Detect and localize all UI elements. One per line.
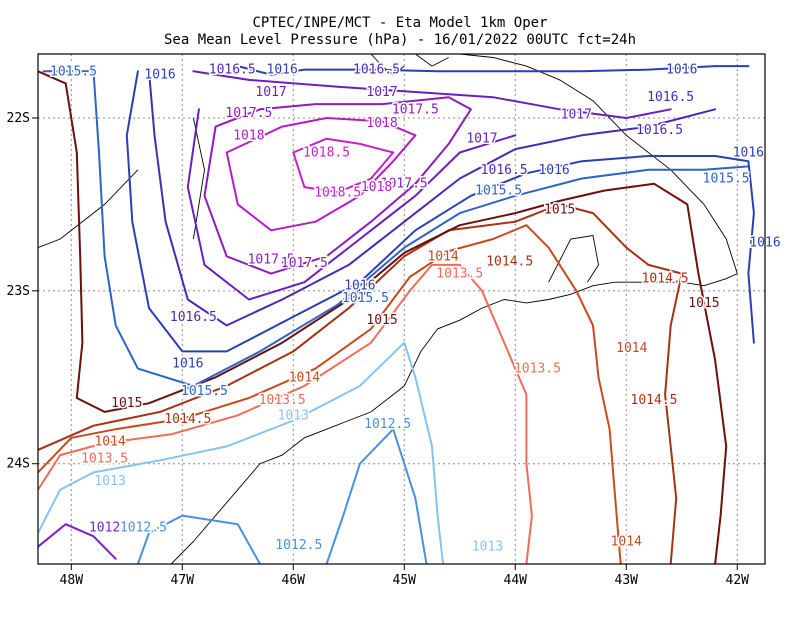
isobar-label-14-0: 1017.5 xyxy=(225,106,272,121)
isobar-label-11-4: 1016.5 xyxy=(647,90,694,105)
axes-ticks: 48W 47W 46W 45W 44W 43W 42W 22S 23S 24S xyxy=(7,111,750,588)
isobar-1014-5-6 xyxy=(38,203,683,564)
isobar-label-13-0: 1017 xyxy=(466,132,497,147)
coastline-7 xyxy=(192,117,205,240)
isobar-label-5-2: 1014 xyxy=(427,249,458,264)
isobar-label-11-2: 1016.5 xyxy=(170,310,217,325)
isobar-1015-5-8 xyxy=(42,70,750,387)
isobar-label-6-0: 1014.5 xyxy=(164,412,211,427)
coastline-2 xyxy=(403,273,738,387)
chart-title-line-1: CPTEC/INPE/MCT - Eta Model 1km Oper xyxy=(252,15,547,31)
isobar-1016-9 xyxy=(125,70,755,353)
y-tick-label-2: 24S xyxy=(7,457,30,472)
isobar-1014-5 xyxy=(38,224,622,564)
isobar-label-12-2: 1017 xyxy=(561,108,592,123)
isobar-label-9-3: 1016 xyxy=(538,163,569,178)
grid-lines xyxy=(38,54,765,564)
isobar-label-16-0: 1018.5 xyxy=(303,146,350,161)
isobar-1012-5-2 xyxy=(325,428,428,564)
isobar-label-4-3: 1013.5 xyxy=(514,362,561,377)
x-tick-label-3: 45W xyxy=(393,573,417,588)
coastline-3 xyxy=(459,54,738,274)
isobar-label-3-1: 1013 xyxy=(278,408,309,423)
isobar-label-7-2: 1015 xyxy=(544,203,575,218)
coastline-0 xyxy=(38,169,139,249)
isobar-label-5-0: 1014 xyxy=(94,434,125,449)
isobar-label-6-1: 1014.5 xyxy=(486,254,533,269)
isobar-1015-7 xyxy=(38,70,728,564)
isobar-label-2-0: 1012.5 xyxy=(364,417,411,432)
coastline-4 xyxy=(548,234,599,283)
x-tick-label-5: 43W xyxy=(615,573,639,588)
isobar-label-5-1: 1014 xyxy=(289,370,320,385)
isobar-label-11-5: 1016.5 xyxy=(636,123,683,138)
y-tick-label-0: 22S xyxy=(7,111,30,126)
isobar-label-14-4: 1017.5 xyxy=(381,177,428,192)
isobar-label-8-4: 1015.5 xyxy=(703,171,750,186)
isobar-label-5-3: 1014 xyxy=(616,341,647,356)
isobar-label-15-0: 1018 xyxy=(233,128,264,143)
isobar-label-8-1: 1015.5 xyxy=(181,384,228,399)
isobar-1012-0 xyxy=(38,523,117,560)
isobar-label-9-0: 1016 xyxy=(144,68,175,83)
isobar-label-7-3: 1015 xyxy=(688,296,719,311)
x-tick-label-4: 44W xyxy=(504,573,528,588)
y-tick-label-1: 23S xyxy=(7,284,30,299)
isobar-label-8-2: 1015.5 xyxy=(342,291,389,306)
isobar-1013-5-4 xyxy=(38,263,533,564)
isobar-label-16-1: 1018.5 xyxy=(314,185,361,200)
isobar-1016-10 xyxy=(236,65,750,76)
isobar-label-12-1: 1017 xyxy=(366,85,397,100)
isobar-label-14-2: 1017.5 xyxy=(248,253,295,268)
isobar-label-11-0: 1016.5 xyxy=(209,63,256,78)
isobar-label-6-3: 1014.5 xyxy=(631,393,678,408)
isobar-label-4-2: 1013.5 xyxy=(436,267,483,282)
isobars xyxy=(38,65,755,564)
isobar-1013-3 xyxy=(38,341,445,564)
coastlines xyxy=(38,54,738,564)
isobar-label-4-1: 1013.5 xyxy=(259,393,306,408)
isobar-label-6-2: 1014.5 xyxy=(642,272,689,287)
isobar-1018-5-16 xyxy=(292,137,395,194)
isobar-1012-5-1 xyxy=(136,514,261,564)
isobar-1017-13 xyxy=(186,108,517,301)
isobar-labels: 1012 1012.51012.51012.51013101310131013.5… xyxy=(49,61,783,556)
isobar-1017-5-14 xyxy=(203,96,472,275)
x-tick-label-0: 48W xyxy=(60,573,84,588)
isobar-label-4-0: 1013.5 xyxy=(81,452,128,467)
chart-title-line-2: Sea Mean Level Pressure (hPa) - 16/01/20… xyxy=(164,32,636,48)
isobar-label-11-3: 1016.5 xyxy=(481,163,528,178)
isobar-label-15-2: 1018 xyxy=(361,180,392,195)
isobar-label-7-1: 1015 xyxy=(366,313,397,328)
plot-frame xyxy=(37,53,766,565)
isobar-label-14-3: 1017.5 xyxy=(281,256,328,271)
isobar-label-8-3: 1015.5 xyxy=(475,184,522,199)
isobar-1017-12 xyxy=(192,70,672,119)
isobar-label-8-0: 1015.5 xyxy=(50,64,97,79)
isobar-label-3-0: 1013 xyxy=(94,474,125,489)
isobar-label-11-1: 1016.5 xyxy=(353,63,400,78)
isobar-label-1-1: 1012.5 xyxy=(275,538,322,553)
isobar-label-10-0: 1016 xyxy=(267,63,298,78)
isobar-label-15-1: 1018 xyxy=(366,116,397,131)
isobar-label-12-0: 1017 xyxy=(255,85,286,100)
isobar-label-7-0: 1015 xyxy=(111,396,142,411)
isobar-label-0-0: 1012 xyxy=(89,521,120,536)
isobar-1016-5-11 xyxy=(148,70,717,327)
x-tick-label-1: 47W xyxy=(171,573,195,588)
isobar-label-9-4: 1016 xyxy=(733,146,764,161)
isobar-label-5-4: 1014 xyxy=(611,535,642,550)
x-tick-label-6: 42W xyxy=(726,573,750,588)
isobar-1018-15 xyxy=(225,117,417,232)
isobar-label-9-2: 1016 xyxy=(344,279,375,294)
isobar-label-9-1: 1016 xyxy=(172,356,203,371)
x-tick-label-2: 46W xyxy=(282,573,306,588)
isobar-label-3-2: 1013 xyxy=(472,540,503,555)
isobar-label-14-1: 1017.5 xyxy=(392,102,439,117)
isobar-label-10-1: 1016 xyxy=(666,63,697,78)
coastline-6 xyxy=(415,54,449,67)
isobar-label-1-0: 1012.5 xyxy=(120,521,167,536)
